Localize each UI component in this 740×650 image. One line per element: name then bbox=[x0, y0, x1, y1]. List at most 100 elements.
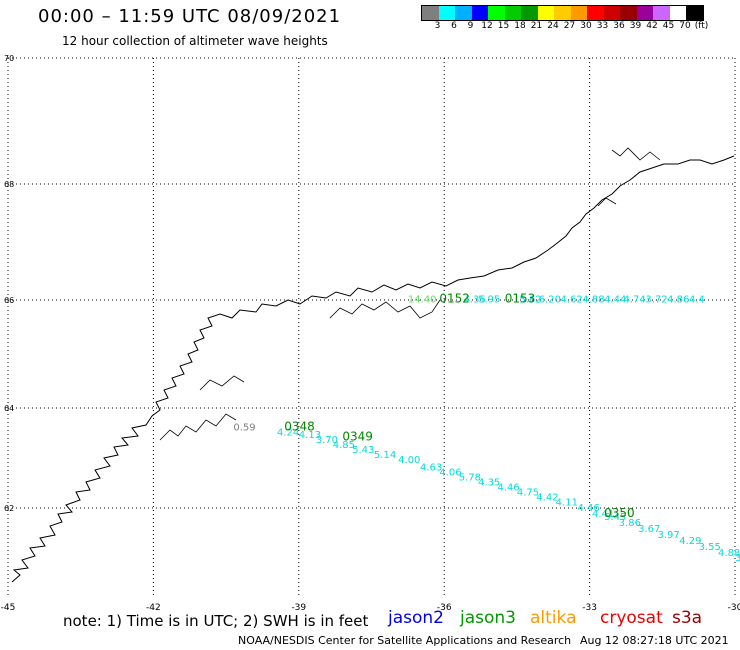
colorbar-swatch bbox=[537, 6, 554, 20]
wave-height-reading: 5.43 bbox=[352, 445, 374, 456]
colorbar-swatch bbox=[488, 6, 505, 20]
colorbar-swatch bbox=[422, 6, 439, 20]
colorbar-label: 42 bbox=[646, 21, 658, 31]
wave-height-reading: 0.59 bbox=[233, 423, 255, 434]
colorbar-label: 6 bbox=[451, 21, 457, 31]
wave-height-map: 70 68 66 64 62 -45 -42 -39 -36 -33 -30 14.40 0.59 4.… bbox=[1, 54, 740, 610]
wave-height-reading: 3.55 bbox=[699, 542, 721, 553]
wave-height-colorbar bbox=[421, 5, 704, 21]
colorbar-label: 18 bbox=[514, 21, 526, 31]
wave-height-reading: 4.41 bbox=[592, 509, 614, 520]
colorbar-swatch bbox=[620, 6, 637, 20]
colorbar-swatch bbox=[686, 6, 703, 20]
colorbar-swatch bbox=[570, 6, 587, 20]
colorbar-label: 39 bbox=[629, 21, 642, 31]
wave-height-reading: 4.00 bbox=[398, 455, 420, 466]
wave-height-reading: 5.14 bbox=[374, 450, 396, 461]
wave-height-reading: 4.75 bbox=[517, 488, 539, 499]
colorbar-label: 24 bbox=[547, 21, 559, 31]
wave-height-reading: 4.46 bbox=[577, 503, 599, 514]
lat-tick-label: 66 bbox=[4, 296, 14, 305]
wave-height-reading: 4.46 bbox=[498, 483, 520, 494]
colorbar-label: 70 bbox=[679, 21, 691, 31]
coastline-detail bbox=[159, 147, 661, 441]
wave-height-reading: 3.72 bbox=[645, 295, 667, 306]
wave-height-reading: 4.11 bbox=[556, 498, 578, 509]
wave-height-reading: 4.74 bbox=[624, 295, 646, 306]
lat-tick-label: 70 bbox=[4, 54, 14, 63]
wave-height-reading: 3.70 bbox=[316, 435, 338, 446]
lat-tick-label: 68 bbox=[4, 180, 14, 189]
wave-height-reading: 4.4 bbox=[689, 295, 705, 306]
wave-height-reading: 4.63 bbox=[420, 463, 442, 474]
map-subtitle: 12 hour collection of altimeter wave hei… bbox=[62, 34, 328, 48]
wave-height-reading: 6.20 bbox=[539, 295, 561, 306]
colorbar-swatch bbox=[669, 6, 686, 20]
pass-label: 0349 bbox=[342, 430, 373, 444]
colorbar-swatch bbox=[521, 6, 538, 20]
greenland-coastline bbox=[11, 155, 735, 583]
colorbar-label: 33 bbox=[596, 21, 609, 31]
lon-tick-label: -42 bbox=[146, 603, 161, 610]
wave-height-reading: 4.35 bbox=[464, 295, 486, 306]
colorbar-swatch bbox=[587, 6, 604, 20]
units-note: note: 1) Time is in UTC; 2) SWH is in fe… bbox=[63, 612, 369, 630]
pass-label: 0348 bbox=[284, 420, 315, 434]
legend-entry-altika: altika bbox=[530, 608, 577, 628]
legend-entry-s3a: s3a bbox=[672, 608, 703, 628]
wave-height-reading: 5.78 bbox=[459, 473, 481, 484]
colorbar-label: 30 bbox=[580, 21, 592, 31]
colorbar-label: 21 bbox=[530, 21, 543, 31]
wave-height-reading: 4.42 bbox=[536, 493, 558, 504]
wave-height-reading: 3.86 bbox=[619, 518, 641, 529]
colorbar-swatch bbox=[504, 6, 521, 20]
wave-height-reading: 4.29 bbox=[679, 536, 701, 547]
generated-timestamp: Aug 12 08:27:18 UTC 2021 bbox=[580, 634, 729, 647]
wave-height-reading: 14.40 bbox=[408, 295, 437, 306]
pass-label: 0350 bbox=[604, 506, 635, 520]
colorbar-label: 9 bbox=[467, 21, 474, 31]
wave-height-reading: 4.35 bbox=[478, 478, 500, 489]
lat-tick-label: 64 bbox=[4, 404, 14, 413]
wave-height-reading: 5.45 bbox=[604, 512, 626, 523]
colorbar-label: 3 bbox=[434, 21, 441, 31]
wave-height-reading: 4.88 bbox=[582, 295, 604, 306]
colorbar-label: 15 bbox=[497, 21, 510, 31]
wave-height-reading: 4.85 bbox=[333, 440, 355, 451]
wave-height-readings: 14.400.59 4.24 4.133.704.855.43 5.14 4.004.6… bbox=[233, 295, 740, 564]
lon-tick-label: -36 bbox=[437, 603, 452, 610]
pass-label: 0152 bbox=[439, 292, 470, 306]
wave-height-reading: 5.62 bbox=[519, 295, 541, 306]
wave-height-reading: 3.72 bbox=[735, 553, 740, 564]
lat-tick-label: 62 bbox=[4, 504, 14, 513]
lon-tick-label: -33 bbox=[582, 603, 597, 610]
colorbar-swatch bbox=[471, 6, 488, 20]
pass-labels: 0348 0349 0350 0152 0153 bbox=[284, 292, 634, 520]
wave-height-reading: 4.13 bbox=[299, 430, 321, 441]
colorbar-label: 45 bbox=[662, 21, 675, 31]
legend-entry-jason3: jason3 bbox=[460, 608, 516, 628]
colorbar-label: 36 bbox=[613, 21, 625, 31]
colorbar-swatch bbox=[603, 6, 620, 20]
colorbar-swatch bbox=[455, 6, 472, 20]
legend-entry-cryosat: cryosat bbox=[600, 608, 663, 628]
wave-height-reading: 5.95 bbox=[478, 295, 500, 306]
map-title: 00:00 – 11:59 UTC 08/09/2021 bbox=[38, 6, 342, 27]
colorbar-label: 12 bbox=[481, 21, 493, 31]
wave-height-reading: 3.97 bbox=[657, 530, 679, 541]
lon-tick-label: -45 bbox=[1, 603, 16, 610]
wave-height-reading: 4.06 bbox=[439, 468, 461, 479]
pass-label: 0153 bbox=[505, 292, 536, 306]
wave-height-reading: 4.88 bbox=[718, 548, 740, 559]
wave-height-reading: 3.67 bbox=[638, 524, 660, 535]
credit-text: NOAA/NESDIS Center for Satellite Applica… bbox=[238, 634, 572, 647]
colorbar-labels: 3 6 9 12 15 18 21 24 27 30 33 36 39 42 45 70 (ft) bbox=[421, 21, 740, 33]
wave-height-reading: 4.24 bbox=[277, 428, 299, 439]
wave-height-reading: 4.62 bbox=[561, 295, 583, 306]
colorbar-swatch bbox=[554, 6, 571, 20]
wave-height-reading: 4.86 bbox=[667, 295, 689, 306]
wave-height-reading: 4.44 bbox=[604, 295, 626, 306]
axis-tick-labels: 70 68 66 64 62 -45 -42 -39 -36 -33 -30 bbox=[1, 54, 740, 610]
lon-tick-label: -39 bbox=[291, 603, 306, 610]
colorbar-label: (ft) bbox=[694, 21, 709, 31]
